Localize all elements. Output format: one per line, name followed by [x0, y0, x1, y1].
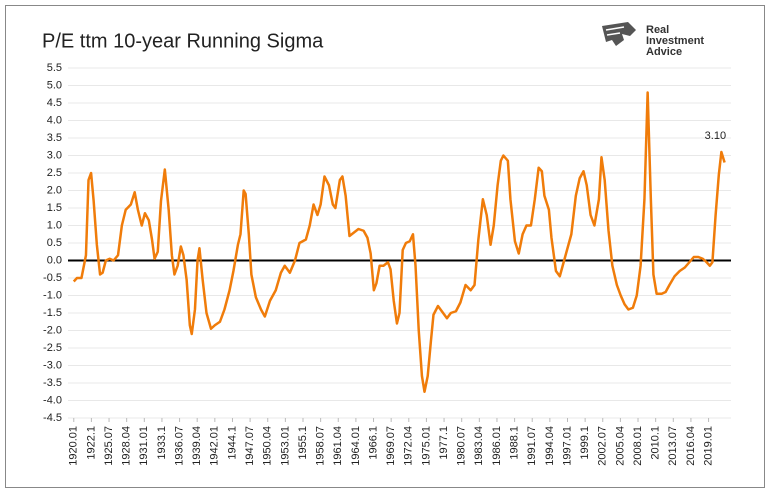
x-tick-label: 2008.01	[632, 426, 644, 466]
x-tick-label: 1980.07	[456, 426, 468, 466]
x-tick-label: 1925.07	[103, 426, 115, 466]
y-tick-label: -3.5	[43, 377, 62, 389]
x-tick-label: 1942.01	[209, 426, 221, 466]
y-tick-label: 2.0	[47, 184, 62, 196]
x-tick-label: 2016.04	[685, 426, 697, 466]
y-tick-label: -4.5	[43, 412, 62, 424]
y-tick-label: 4.5	[47, 97, 62, 109]
data-line	[72, 91, 726, 393]
x-tick-label: 2010.1	[650, 426, 662, 460]
y-tick-label: 2.5	[47, 167, 62, 179]
chart-title: P/E ttm 10-year Running Sigma	[42, 30, 324, 52]
x-tick-label: 2013.07	[667, 426, 679, 466]
x-tick-label: 1988.1	[509, 426, 521, 460]
y-tick-label: -2.0	[43, 324, 62, 336]
value-label: 3.10	[705, 130, 726, 142]
y-tick-label: 5.0	[47, 79, 62, 91]
x-tick-label: 1920.01	[68, 426, 80, 466]
logo-icon	[602, 22, 636, 46]
x-tick-label: 2002.07	[597, 426, 609, 466]
x-tick-label: 1961.04	[332, 426, 344, 466]
x-tick-label: 1969.07	[385, 426, 397, 466]
x-tick-label: 1955.1	[297, 426, 309, 460]
x-tick-label: 1972.04	[403, 426, 415, 466]
x-tick-label: 1991.07	[526, 426, 538, 466]
y-tick-label: -2.5	[43, 342, 62, 354]
x-tick-label: 1966.1	[367, 426, 379, 460]
y-tick-label: -4.0	[43, 394, 62, 406]
logo-text: Advice	[646, 46, 682, 58]
x-tick-label: 1953.01	[279, 426, 291, 466]
y-tick-label: 4.0	[47, 114, 62, 126]
x-tick-label: 1994.04	[544, 426, 556, 466]
x-tick-label: 1975.01	[420, 426, 432, 466]
logo-text: Real	[646, 24, 669, 36]
x-tick-label: 1964.01	[350, 426, 362, 466]
y-tick-label: 5.5	[47, 62, 62, 74]
x-tick-label: 1944.1	[226, 426, 238, 460]
x-tick-label: 2019.01	[702, 426, 714, 466]
x-tick-label: 1950.04	[262, 426, 274, 466]
x-tick-label: 1933.1	[156, 426, 168, 460]
x-tick-label: 1999.1	[579, 426, 591, 460]
x-tick-label: 1939.04	[191, 426, 203, 466]
y-tick-label: -1.5	[43, 307, 62, 319]
y-tick-label: 0.5	[47, 237, 62, 249]
x-tick-label: 2005.04	[614, 426, 626, 466]
x-tick-label: 1947.07	[244, 426, 256, 466]
x-tick-label: 1997.01	[561, 426, 573, 466]
y-tick-label: 3.5	[47, 132, 62, 144]
y-tick-label: -0.5	[43, 272, 62, 284]
logo-text: Investment	[646, 35, 704, 47]
logo: Real Investment Advice	[602, 22, 704, 58]
y-tick-label: 1.5	[47, 202, 62, 214]
x-tick-label: 1977.1	[438, 426, 450, 460]
y-tick-label: -3.0	[43, 359, 62, 371]
y-tick-label: 3.0	[47, 149, 62, 161]
y-tick-label: -1.0	[43, 289, 62, 301]
x-tick-label: 1936.07	[173, 426, 185, 466]
x-tick-label: 1983.04	[473, 426, 485, 466]
x-tick-label: 1922.1	[85, 426, 97, 460]
x-tick-label: 1928.04	[121, 426, 133, 466]
logo-icon-detail	[605, 26, 625, 36]
y-tick-label: 0.0	[47, 254, 62, 266]
y-tick-label: 1.0	[47, 219, 62, 231]
x-tick-label: 1958.07	[315, 426, 327, 466]
x-tick-label: 1986.01	[491, 426, 503, 466]
x-tick-label: 1931.01	[138, 426, 150, 466]
